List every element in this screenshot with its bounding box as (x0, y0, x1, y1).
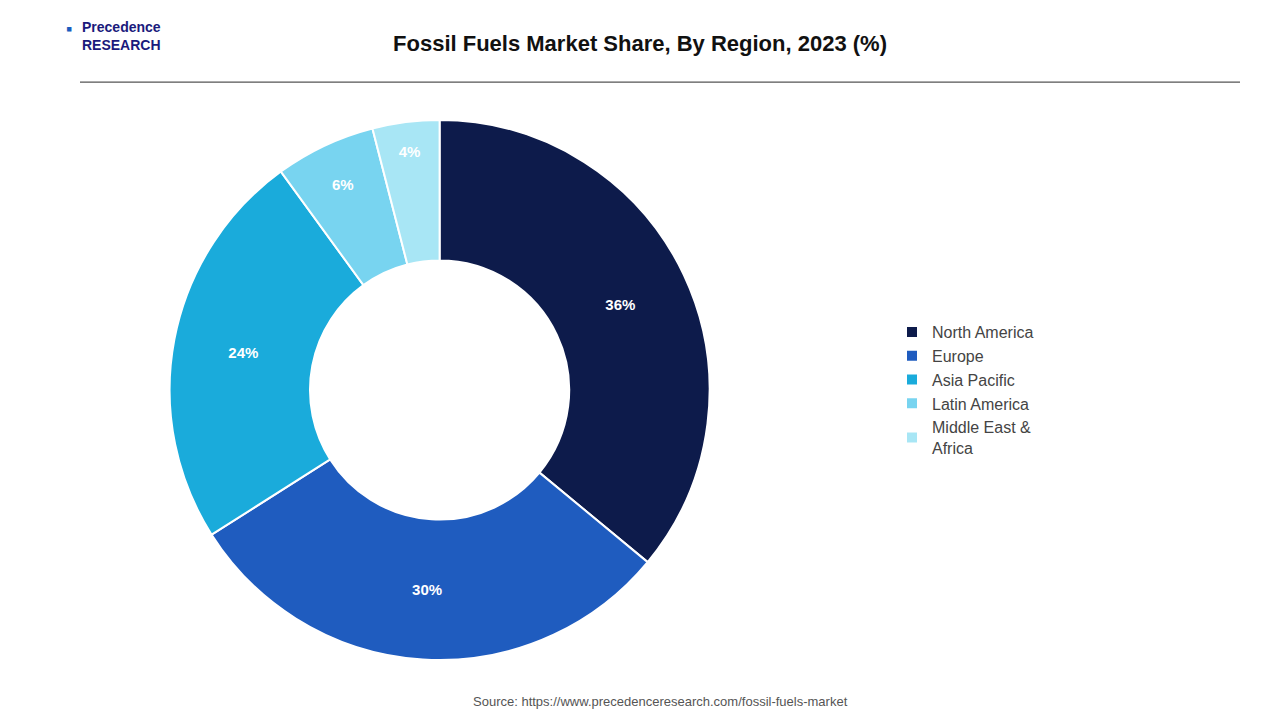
svg-text:Middle East &Africa: Middle East &Africa (932, 419, 1031, 457)
svg-text:36%: 36% (605, 296, 635, 313)
svg-text:Europe: Europe (932, 348, 984, 365)
svg-text:PrecedenceRESEARCH: PrecedenceRESEARCH (82, 19, 161, 53)
svg-text:Asia Pacific: Asia Pacific (932, 372, 1015, 389)
svg-text:North America: North America (932, 324, 1033, 341)
svg-text:4%: 4% (399, 143, 421, 160)
svg-text:24%: 24% (228, 344, 258, 361)
svg-text:Source: https://www.precedence: Source: https://www.precedenceresearch.c… (473, 694, 848, 709)
svg-text:6%: 6% (332, 176, 354, 193)
svg-text:▪: ▪ (66, 19, 72, 39)
svg-text:Fossil Fuels Market Share, By: Fossil Fuels Market Share, By Region, 20… (393, 31, 887, 56)
svg-text:Latin America: Latin America (932, 396, 1029, 413)
svg-text:30%: 30% (412, 581, 442, 598)
